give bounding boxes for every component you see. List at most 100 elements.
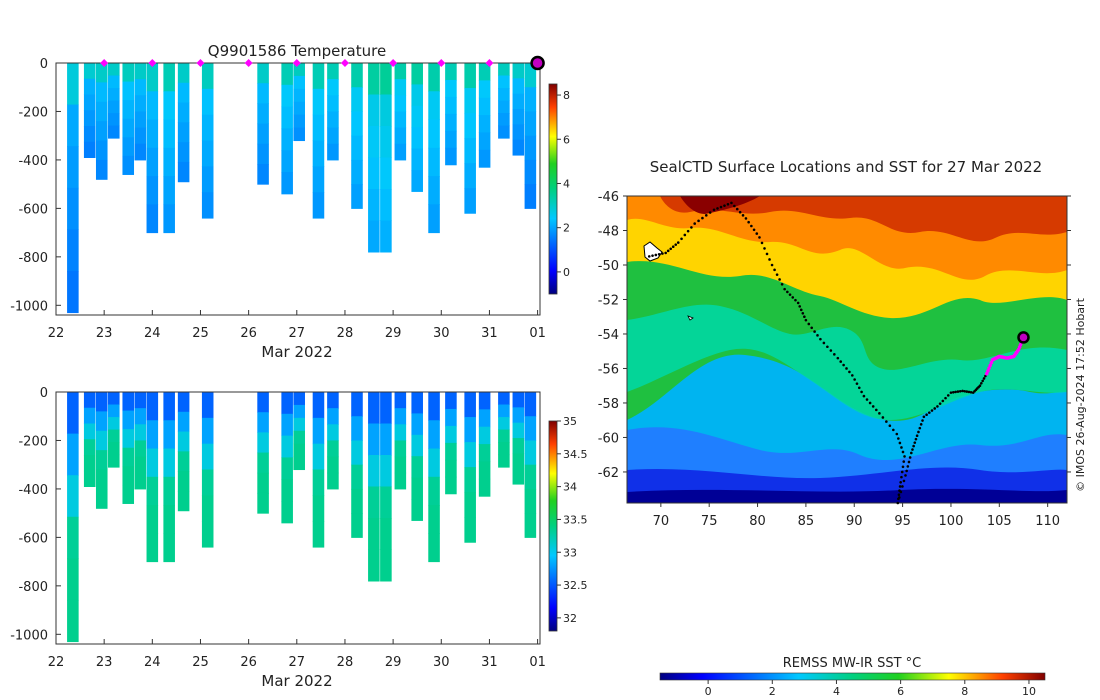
surface-marker xyxy=(196,59,205,67)
track-point xyxy=(902,479,906,483)
section-cell xyxy=(411,148,423,171)
section-cell xyxy=(108,442,120,456)
track-point xyxy=(919,423,923,426)
section-cell xyxy=(445,63,457,81)
section-cell xyxy=(146,448,159,478)
x-tick-label: 23 xyxy=(96,326,113,341)
section-cell xyxy=(177,451,190,472)
track-point xyxy=(903,455,906,458)
track-point xyxy=(674,243,678,246)
track-point xyxy=(851,374,854,377)
lon-tick-label: 100 xyxy=(939,514,964,529)
section-cell xyxy=(312,63,325,90)
section-cell xyxy=(67,599,79,643)
section-cell xyxy=(394,408,407,425)
section-cell xyxy=(67,475,79,518)
x-tick-label: 26 xyxy=(240,655,257,670)
section-cell xyxy=(163,392,175,421)
section-cell xyxy=(146,147,159,177)
section-cell xyxy=(524,87,537,112)
track-point xyxy=(897,437,900,440)
section-cell xyxy=(351,111,363,137)
credit-text: © IMOS 26-Aug-2024 17:52 Hobart xyxy=(1074,297,1087,491)
track-point xyxy=(730,201,733,205)
x-tick-label: 27 xyxy=(289,326,306,341)
section-cell xyxy=(201,88,214,116)
lat-tick-label: -48 xyxy=(598,224,619,239)
x-tick-label: 28 xyxy=(337,326,354,341)
track-point xyxy=(936,405,939,408)
section-cell xyxy=(327,79,339,96)
track-point xyxy=(826,345,829,349)
track-point xyxy=(726,202,730,206)
track-point xyxy=(816,334,819,337)
track-point xyxy=(829,349,833,352)
section-cell xyxy=(394,440,407,458)
section-cell xyxy=(95,411,108,432)
colorbar-tick-label: 32 xyxy=(563,612,577,625)
section-cell xyxy=(293,88,305,103)
section-cell xyxy=(108,88,120,102)
section-cell xyxy=(281,172,293,195)
track-point xyxy=(892,428,895,432)
track-point xyxy=(676,241,680,244)
section-cell xyxy=(281,457,293,480)
section-cell xyxy=(380,220,392,253)
section-cell xyxy=(368,157,380,190)
lon-tick-label: 75 xyxy=(701,514,718,529)
track-point xyxy=(905,469,908,473)
track-point xyxy=(906,465,910,468)
section-cell xyxy=(83,455,96,472)
section-cell xyxy=(201,114,214,142)
section-cell xyxy=(394,111,407,129)
section-cell xyxy=(281,150,293,173)
section-cell xyxy=(524,135,537,161)
section-cell xyxy=(134,79,147,96)
sst-colorbar-label: REMSS MW-IR SST °C xyxy=(783,656,922,671)
section-cell xyxy=(134,127,147,145)
section-cell xyxy=(478,426,491,445)
section-cell xyxy=(351,513,363,538)
track-point xyxy=(967,390,971,394)
section-cell xyxy=(380,157,392,190)
section-cell xyxy=(146,204,159,234)
colorbar-tick-label: 8 xyxy=(563,89,570,102)
colorbar-tick-label: 2 xyxy=(563,222,570,235)
section-cell xyxy=(464,163,476,189)
track-point xyxy=(719,205,723,209)
section-cell xyxy=(95,392,108,412)
section-cell xyxy=(83,141,96,158)
track-point xyxy=(775,273,779,276)
section-cell xyxy=(312,392,325,419)
track-point xyxy=(747,220,750,224)
section-cell xyxy=(83,94,96,111)
lat-tick-label: -50 xyxy=(598,259,619,274)
section-cell xyxy=(351,87,363,112)
section-cell xyxy=(146,505,159,534)
section-cell xyxy=(524,416,537,441)
section-cell xyxy=(524,184,537,209)
section-cell xyxy=(67,516,79,559)
section-cell xyxy=(163,533,175,563)
section-cell xyxy=(327,111,339,129)
section-cell xyxy=(498,63,510,77)
track-point xyxy=(833,353,836,356)
section-cell xyxy=(257,392,269,413)
section-cell xyxy=(512,93,525,110)
y-tick-label: -800 xyxy=(18,251,48,266)
section-cell xyxy=(524,440,537,466)
section-cell xyxy=(122,429,135,449)
section-cell xyxy=(351,464,363,490)
section-cell xyxy=(257,432,269,454)
temperature-xlabel: Mar 2022 xyxy=(261,343,332,361)
section-cell xyxy=(293,443,305,458)
track-point xyxy=(954,390,957,394)
section-cell xyxy=(122,392,135,412)
section-cell xyxy=(512,453,525,470)
section-cell xyxy=(67,392,79,435)
y-tick-label: -200 xyxy=(18,434,48,449)
section-cell xyxy=(327,408,339,425)
y-tick-label: -400 xyxy=(18,154,48,169)
track-point xyxy=(693,222,696,225)
section-cell xyxy=(146,63,159,92)
